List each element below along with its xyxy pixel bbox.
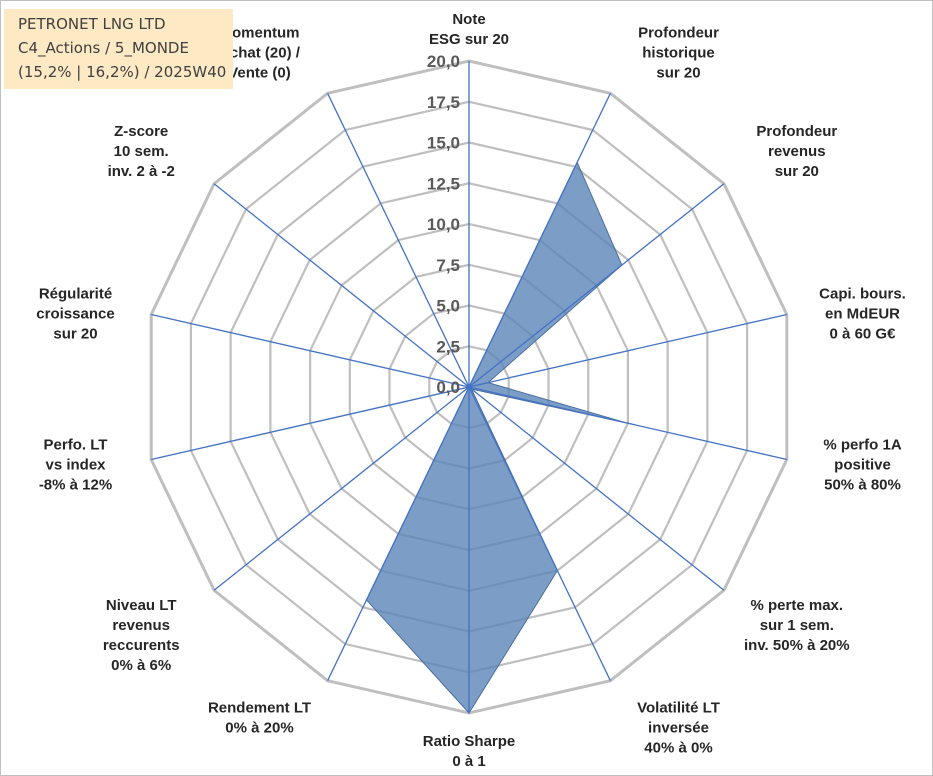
category-label-5-line-0: % perte max. (751, 597, 844, 614)
tick-label-6: 15,0 (427, 134, 460, 153)
performance-week-label: (15,2% | 16,2%) / 2025W40 (18, 63, 227, 81)
tick-label-5: 12,5 (427, 174, 460, 193)
category-label-0-line-1: ESG sur 20 (429, 31, 509, 48)
category-label-12-line-0: Z-score (114, 123, 168, 140)
category-label-11: Régularité croissance sur 20 (36, 285, 114, 342)
category-label-13-line-0: Momentum (220, 25, 300, 42)
category-label-11-line-2: sur 20 (53, 325, 97, 342)
category-label-1-line-1: historique (642, 45, 715, 62)
tick-label-8: 20,0 (427, 52, 460, 71)
category-label-10-line-2: -8% à 12% (39, 477, 112, 494)
category-label-13-line-2: Vente (0) (228, 65, 291, 82)
category-label-2: Profondeur revenus sur 20 (756, 123, 837, 180)
spoke-4 (468, 386, 787, 461)
spoke-10 (151, 386, 470, 461)
category-label-6-line-0: Volatilité LT (637, 699, 720, 716)
category-label-9-line-1: revenus (112, 617, 170, 634)
category-label-5: % perte max. sur 1 sem. inv. 50% à 20% (744, 597, 850, 654)
category-label-12-line-1: 10 sem. (114, 143, 169, 160)
spoke-8 (327, 386, 470, 681)
tick-label-3: 7,5 (436, 256, 460, 275)
category-label-7-line-0: Ratio Sharpe (423, 733, 516, 750)
category-label-12-line-2: inv. 2 à -2 (108, 163, 175, 180)
category-label-9-line-3: 0% à 6% (111, 657, 171, 674)
series-area-0 (206, 161, 629, 714)
category-label-7: Ratio Sharpe 0 à 1 (423, 733, 516, 770)
company-name: PETRONET LNG LTD (18, 15, 166, 33)
tick-label-2: 5,0 (436, 297, 460, 316)
category-label-7-line-1: 0 à 1 (452, 753, 485, 770)
category-label-1-line-2: sur 20 (656, 65, 700, 82)
category-label-13-line-1: Achat (20) / (219, 45, 301, 62)
category-label-9-line-2: reccurents (103, 637, 180, 654)
tick-label-1: 2,5 (436, 337, 460, 356)
tick-label-7: 17,5 (427, 93, 460, 112)
category-label-3-line-2: 0 à 60 G€ (830, 325, 897, 342)
spoke-3 (468, 313, 787, 388)
spoke-6 (468, 386, 611, 681)
category-label-4-line-0: % perfo 1A (823, 437, 902, 454)
category-label-2-line-2: sur 20 (775, 163, 819, 180)
category-label-11-line-0: Régularité (39, 285, 112, 302)
category-label-2-line-0: Profondeur (756, 123, 837, 140)
portfolio-label: C4_Actions / 5_MONDE (18, 39, 189, 57)
spoke-1 (468, 93, 611, 388)
radar-spokes (151, 61, 787, 713)
spoke-12 (213, 183, 470, 388)
category-label-3-line-0: Capi. bours. (819, 285, 906, 302)
info-box: PETRONET LNG LTD C4_Actions / 5_MONDE (1… (4, 9, 233, 89)
category-label-1-line-0: Profondeur (638, 25, 719, 42)
category-label-8-line-0: Rendement LT (208, 699, 311, 716)
category-label-6-line-2: 40% à 0% (644, 739, 712, 756)
spoke-2 (468, 183, 725, 388)
spoke-11 (151, 313, 470, 388)
category-label-12: Z-score 10 sem. inv. 2 à -2 (108, 123, 175, 180)
category-label-8-line-1: 0% à 20% (225, 719, 293, 736)
category-label-3-line-1: en MdEUR (825, 305, 900, 322)
category-label-3: Capi. bours. en MdEUR 0 à 60 G€ (819, 285, 906, 342)
category-label-4-line-2: 50% à 80% (824, 477, 901, 494)
category-label-9-line-0: Niveau LT (106, 597, 177, 614)
category-label-8: Rendement LT 0% à 20% (208, 699, 311, 736)
category-label-0: Note ESG sur 20 (429, 11, 509, 48)
category-label-1: Profondeur historique sur 20 (638, 25, 719, 82)
spoke-5 (468, 386, 725, 591)
category-label-6: Volatilité LT inversée 40% à 0% (637, 699, 720, 756)
category-label-10: Perfo. LT vs index -8% à 12% (39, 437, 112, 494)
category-label-9: Niveau LT revenus reccurents 0% à 6% (103, 597, 180, 674)
category-label-10-line-0: Perfo. LT (44, 437, 108, 454)
category-label-4: % perfo 1A positive 50% à 80% (823, 437, 902, 494)
tick-label-4: 10,0 (427, 215, 460, 234)
category-label-4-line-1: positive (834, 457, 891, 474)
category-label-13: Momentum Achat (20) / Vente (0) (219, 25, 301, 82)
category-label-5-line-2: inv. 50% à 20% (744, 637, 850, 654)
category-label-6-line-1: inversée (648, 719, 709, 736)
radar-category-labels: Note ESG sur 20 Profondeur historique sur 20… (36, 11, 906, 770)
radar-series (206, 161, 629, 714)
tick-label-0: 0,0 (436, 378, 460, 397)
category-label-5-line-1: sur 1 sem. (760, 617, 834, 634)
category-label-10-line-1: vs index (45, 457, 106, 474)
category-label-2-line-1: revenus (768, 143, 826, 160)
spoke-13 (327, 93, 470, 388)
spoke-9 (213, 386, 470, 591)
radar-tick-labels: 0,0 2,5 5,0 7,5 10,0 12,5 15,0 17,5 20,0 (427, 52, 460, 397)
category-label-11-line-1: croissance (36, 305, 114, 322)
category-label-0-line-0: Note (452, 11, 485, 28)
